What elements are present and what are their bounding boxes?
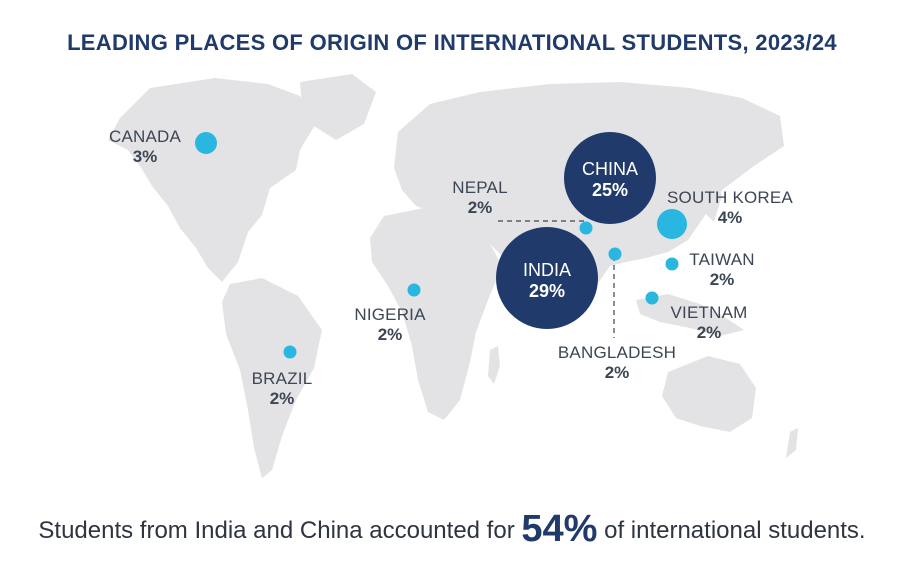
bangladesh-label: BANGLADESH 2%	[558, 343, 676, 383]
brazil-label: BRAZIL 2%	[252, 369, 313, 409]
china-name: CHINA	[581, 159, 639, 179]
canada-share: 3%	[132, 147, 158, 166]
taiwan-bubble	[665, 257, 679, 271]
brazil-name: BRAZIL	[251, 369, 313, 388]
china-share: 25%	[591, 180, 629, 200]
bangladesh-bubble	[608, 247, 622, 261]
taiwan-label: TAIWAN 2%	[689, 250, 754, 290]
taiwan-name: TAIWAN	[689, 250, 755, 269]
china-bubble	[564, 132, 656, 224]
map-title: LEADING PLACES OF ORIGIN OF INTERNATIONA…	[67, 30, 837, 55]
canada-bubble	[195, 132, 217, 154]
india-bubble	[496, 227, 598, 329]
nigeria-bubble	[407, 283, 421, 297]
africa-landmass	[370, 208, 502, 420]
caption-lead: Students from India and China accounted …	[38, 517, 522, 544]
india-share: 29%	[528, 281, 566, 301]
nepal-share: 2%	[467, 198, 493, 217]
southeast-asia-islands	[636, 294, 744, 336]
brazil-bubble	[283, 345, 297, 359]
north-america-landmass	[108, 78, 318, 282]
vietnam-name: VIETNAM	[670, 303, 748, 322]
nigeria-share: 2%	[377, 325, 403, 344]
japan-landmass	[706, 176, 722, 222]
australia-landmass	[662, 356, 756, 432]
madagascar-landmass	[488, 346, 500, 384]
south-korea-label: SOUTH KOREA 4%	[667, 188, 793, 228]
nigeria-label: NIGERIA 2%	[354, 305, 425, 345]
south-korea-share: 4%	[717, 208, 743, 227]
new-zealand-landmass	[786, 428, 798, 458]
south-korea-bubble	[657, 209, 687, 239]
nepal-label: NEPAL 2%	[452, 178, 508, 218]
vietnam-share: 2%	[696, 323, 722, 342]
india-label: INDIA 29%	[523, 260, 571, 302]
nigeria-name: NIGERIA	[354, 305, 426, 324]
south-america-landmass	[222, 278, 322, 478]
nepal-name: NEPAL	[452, 178, 508, 197]
china-label: CHINA 25%	[582, 159, 638, 201]
caption-highlight: 54%	[521, 508, 598, 550]
nepal-bubble	[579, 221, 593, 235]
vietnam-label: VIETNAM 2%	[671, 303, 748, 343]
greenland-landmass	[300, 74, 376, 140]
vietnam-bubble	[645, 291, 659, 305]
bangladesh-share: 2%	[604, 363, 630, 382]
bangladesh-name: BANGLADESH	[557, 343, 677, 362]
caption-tail: of international students.	[597, 517, 866, 544]
brazil-share: 2%	[269, 389, 295, 408]
india-name: INDIA	[522, 260, 572, 280]
canada-label: CANADA 3%	[109, 127, 181, 167]
canada-name: CANADA	[108, 127, 182, 146]
summary-caption: Students from India and China accounted …	[0, 508, 904, 551]
taiwan-share: 2%	[709, 270, 735, 289]
south-korea-name: SOUTH KOREA	[667, 188, 793, 207]
